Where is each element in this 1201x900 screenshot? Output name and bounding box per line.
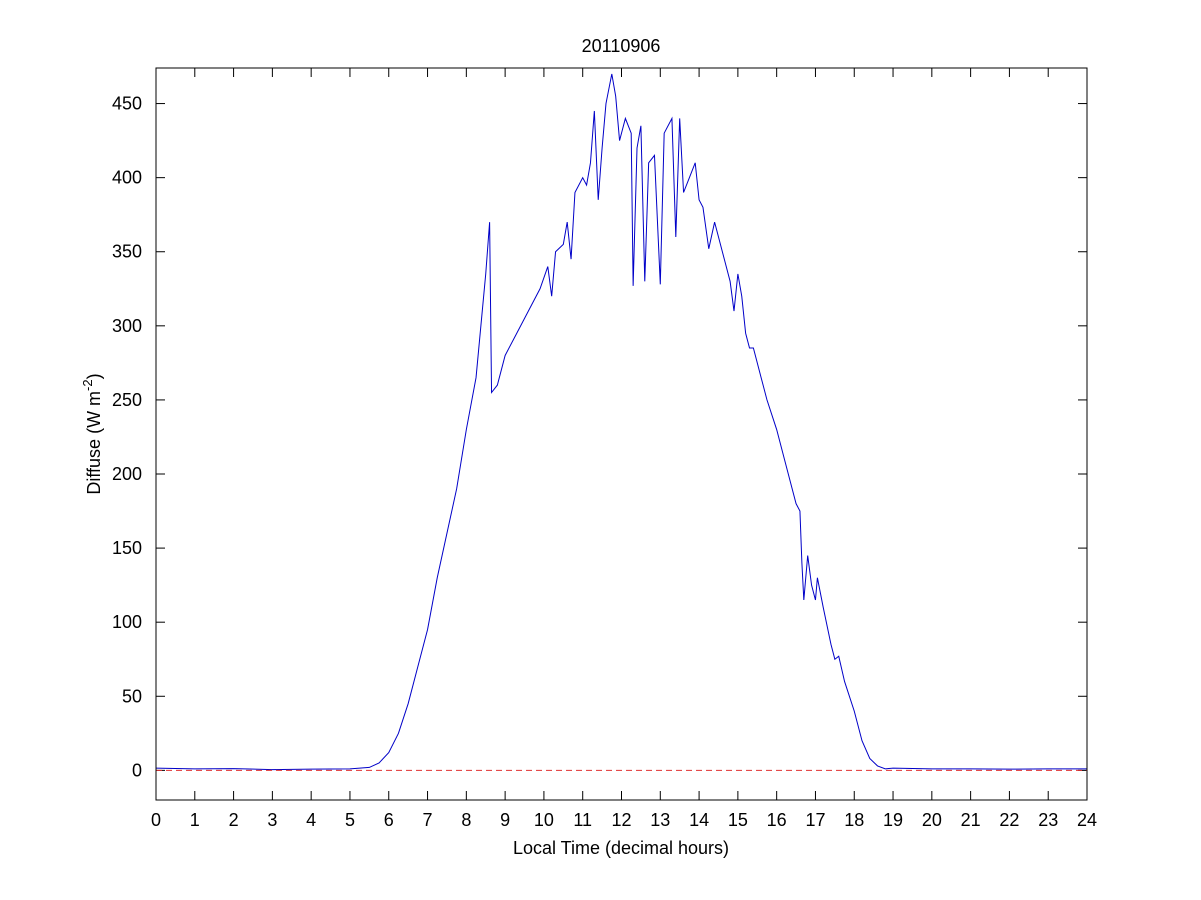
y-tick-label: 400 [112, 168, 142, 188]
x-tick-label: 20 [922, 810, 942, 830]
y-tick-label: 350 [112, 242, 142, 262]
plot-frame [155, 67, 1088, 801]
x-axis-label: Local Time (decimal hours) [513, 838, 729, 858]
x-tick-label: 4 [306, 810, 316, 830]
x-tick-label: 0 [151, 810, 161, 830]
y-tick-label: 50 [122, 686, 142, 706]
x-tick-label: 12 [611, 810, 631, 830]
x-tick-label: 1 [190, 810, 200, 830]
x-tick-label: 14 [689, 810, 709, 830]
chart-title: 20110906 [582, 36, 661, 56]
x-tick-label: 7 [423, 810, 433, 830]
y-tick-label: 0 [132, 760, 142, 780]
y-tick-label: 100 [112, 612, 142, 632]
y-tick-label: 450 [112, 94, 142, 114]
x-tick-label: 19 [883, 810, 903, 830]
y-tick-label: 250 [112, 390, 142, 410]
y-tick-label: 300 [112, 316, 142, 336]
y-axis-label-text: Diffuse (W m [84, 391, 104, 495]
x-tick-label: 5 [345, 810, 355, 830]
x-tick-label: 2 [229, 810, 239, 830]
x-tick-label: 11 [573, 810, 592, 830]
y-axis-label: Diffuse (W m-2) [80, 373, 104, 494]
x-tick-label: 17 [805, 810, 825, 830]
x-tick-label: 13 [650, 810, 670, 830]
x-tick-label: 3 [267, 810, 277, 830]
y-axis-label-sup: -2 [80, 379, 95, 391]
x-tick-label: 15 [728, 810, 748, 830]
y-tick-label: 200 [112, 464, 142, 484]
data-line [155, 73, 1087, 771]
x-tick-label: 16 [767, 810, 787, 830]
y-axis-label-end: ) [84, 373, 104, 379]
x-tick-label: 6 [384, 810, 394, 830]
x-tick-label: 23 [1038, 810, 1058, 830]
x-tick-label: 9 [500, 810, 510, 830]
y-tick-label: 150 [112, 538, 142, 558]
x-tick-label: 10 [534, 810, 554, 830]
x-tick-label: 18 [844, 810, 864, 830]
x-tick-label: 8 [461, 810, 471, 830]
x-tick-label: 22 [999, 810, 1019, 830]
x-tick-label: 24 [1077, 810, 1097, 830]
x-tick-label: 21 [961, 810, 981, 830]
